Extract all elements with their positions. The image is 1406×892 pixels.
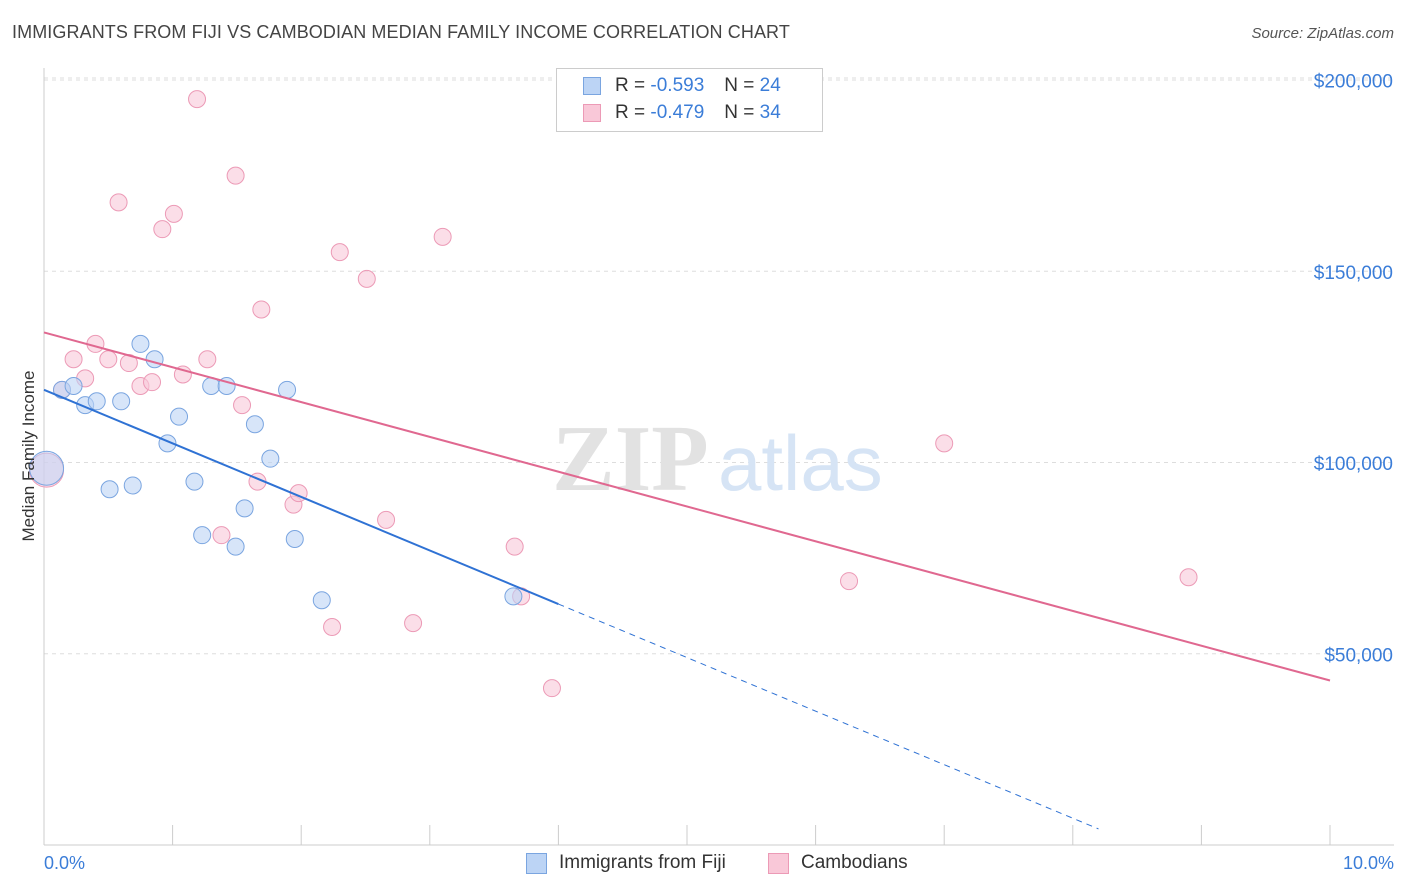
cambodians-point [212,526,231,545]
y-tick-label: $150,000 [1314,263,1393,284]
cambodians-trend-line [43,331,1331,682]
cambodians-point [109,193,128,212]
cambodians-point [330,243,349,262]
watermark: ZIP atlas [552,407,883,511]
cambodians-point [64,350,83,369]
r-label: R = [615,75,646,96]
fiji-point [245,415,264,434]
x-ticks [43,825,1331,845]
trend-lines [43,331,1331,830]
cambodians-point [542,679,561,698]
fiji-point [145,350,164,369]
cambodians-point [357,269,376,288]
fiji-swatch [583,77,601,95]
legend-row-fiji: R = -0.593 N = 24 [583,75,781,97]
cambodians-point [99,350,118,369]
cambodians-n-value: 34 [759,102,781,123]
watermark-zip: ZIP [552,407,709,511]
cambodians-point [198,350,217,369]
fiji-point [226,537,245,556]
cambodians-point [323,617,342,636]
fiji-point [87,392,106,411]
fiji-point [123,476,142,495]
cambodians-point [377,510,396,529]
cambodians-point [1179,568,1198,587]
x-tick-label-max: 10.0% [1343,853,1394,873]
watermark-atlas: atlas [718,419,883,507]
cambodians-points [29,90,1198,698]
fiji-trend-extension [558,603,1099,830]
fiji-r-value: -0.593 [650,75,705,96]
fiji-point [193,526,212,545]
fiji-point [64,377,83,395]
cambodians-point [153,220,172,239]
stats-legend: R = -0.593 N = 24 R = -0.479 N = 34 [556,68,823,132]
fiji-point [112,392,131,411]
cambodians-point [840,572,859,591]
fiji-point [285,530,304,548]
fiji-point [29,450,65,486]
cambodians-swatch [583,104,601,122]
fiji-point [312,591,331,610]
cambodians-point [164,204,183,223]
y-tick-label: $200,000 [1314,72,1393,93]
legend-item-fiji: Immigrants from Fiji [526,852,726,874]
fiji-point [504,587,523,606]
n-label: N = [724,102,755,123]
y-tick-label: $100,000 [1314,454,1393,475]
fiji-point [261,449,280,468]
r-label: R = [615,102,646,123]
fiji-point [185,472,204,491]
y-axis-title: Median Family Income [19,370,38,541]
fiji-legend-swatch [526,852,547,874]
gridlines [44,77,1394,655]
y-tick-label: $50,000 [1324,645,1393,666]
cambodians-point [433,227,452,246]
cambodians-r-value: -0.479 [650,102,705,123]
cambodians-point [404,614,423,633]
fiji-points [29,334,523,610]
chart-title: IMMIGRANTS FROM FIJI VS CAMBODIAN MEDIAN… [12,22,790,42]
cambodians-point [935,434,954,453]
cambodians-point [188,90,207,109]
cambodians-legend-swatch [768,852,789,874]
n-label: N = [724,75,755,96]
fiji-legend-label: Immigrants from Fiji [559,852,726,873]
fiji-point [170,407,189,426]
fiji-point [131,334,150,353]
cambodians-point [252,300,271,319]
cambodians-point [143,373,162,392]
fiji-trend-line [43,388,559,605]
legend-item-cambodians: Cambodians [768,852,908,874]
cambodians-legend-label: Cambodians [801,852,908,873]
x-tick-label-min: 0.0% [44,853,85,873]
cambodians-point [505,537,524,556]
fiji-point [235,499,254,518]
cambodians-point [226,166,245,185]
fiji-point [100,480,119,499]
source-label: Source: ZipAtlas.com [1251,25,1394,42]
fiji-n-value: 24 [759,75,781,96]
y-tick-labels: $200,000 $150,000 $100,000 $50,000 [1314,72,1393,667]
cambodians-point [233,396,252,415]
legend-row-cambodians: R = -0.479 N = 34 [583,102,781,124]
